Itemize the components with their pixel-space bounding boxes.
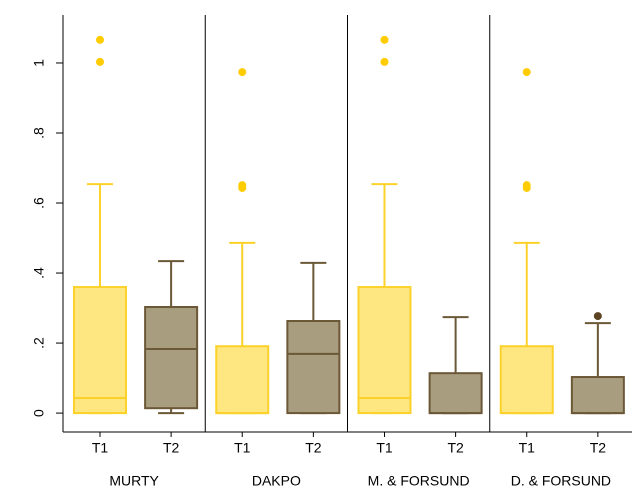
box xyxy=(499,345,554,415)
x-tick-label: T2 xyxy=(163,440,180,456)
outlier xyxy=(380,35,389,44)
y-tick-label: .4 xyxy=(31,267,47,279)
box xyxy=(286,320,341,415)
x-tick-label: T1 xyxy=(234,440,251,456)
box xyxy=(570,376,625,415)
x-tick-label: T1 xyxy=(376,440,393,456)
outlier xyxy=(95,57,104,66)
x-tick-label: T2 xyxy=(590,440,607,456)
outlier xyxy=(380,57,389,66)
panel-label: DAKPO xyxy=(252,473,301,489)
y-tick-label: .2 xyxy=(31,337,47,349)
panel-label: MURTY xyxy=(109,473,159,489)
x-tick-label: T1 xyxy=(519,440,536,456)
box xyxy=(144,306,199,410)
outlier xyxy=(593,312,602,321)
panel-label: D. & FORSUND xyxy=(511,473,611,489)
box xyxy=(215,345,270,415)
x-tick-label: T2 xyxy=(447,440,464,456)
box xyxy=(72,286,127,415)
box xyxy=(357,286,412,415)
x-tick-label: T1 xyxy=(92,440,109,456)
outlier xyxy=(522,183,531,192)
box xyxy=(428,372,483,415)
outlier xyxy=(95,35,104,44)
x-tick-label: T2 xyxy=(305,440,322,456)
outlier xyxy=(238,68,247,77)
y-tick-label: 1 xyxy=(31,59,47,67)
y-tick-label: .6 xyxy=(31,197,47,209)
outlier xyxy=(238,183,247,192)
outlier xyxy=(522,68,531,77)
y-tick-label: .8 xyxy=(31,127,47,139)
panel-label: M. & FORSUND xyxy=(368,473,470,489)
y-tick-label: 0 xyxy=(31,409,47,417)
